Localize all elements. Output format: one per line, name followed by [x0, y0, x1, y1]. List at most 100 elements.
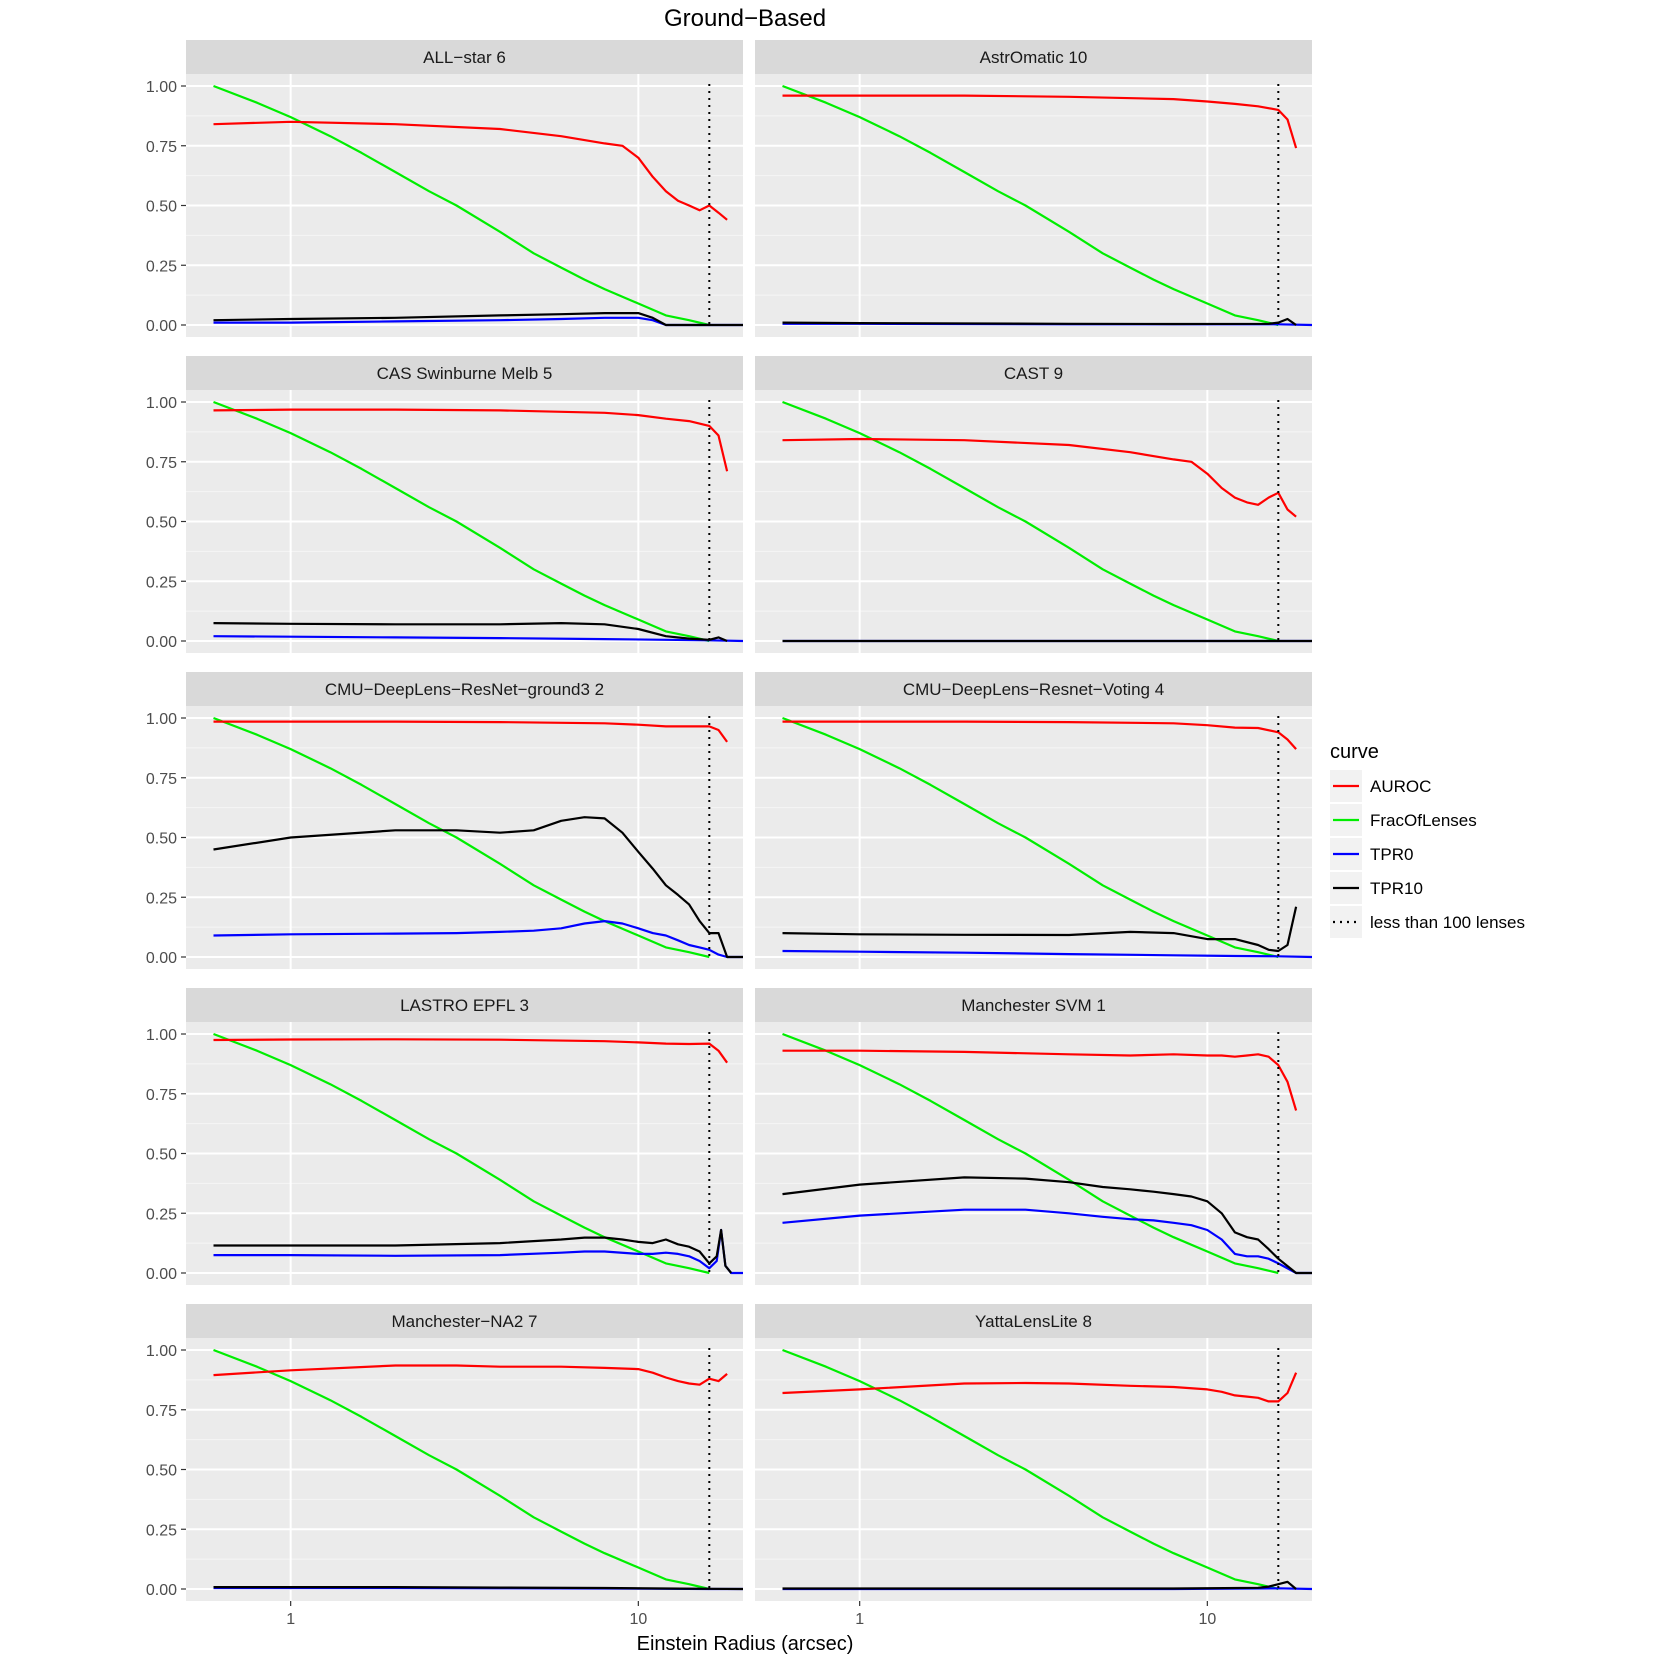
y-tick-label: 1.00: [146, 395, 177, 412]
series-line-tpr10: [782, 317, 1297, 326]
panel-title: YattaLensLite 8: [975, 1312, 1092, 1331]
series-line-auroc: [782, 1372, 1298, 1403]
series-line-tpr10: [782, 906, 1298, 953]
series-line-tpr0: [782, 949, 1313, 959]
x-tick-label: 1: [286, 1611, 295, 1628]
y-tick-label: 0.50: [146, 831, 177, 848]
y-tick-label: 0.75: [146, 455, 177, 472]
panel-title: Manchester SVM 1: [961, 996, 1106, 1015]
panel-cmu-deeplens-resnet-voting-4: CMU−DeepLens−Resnet−Voting 4: [755, 672, 1313, 969]
panel-strip: [186, 988, 743, 1022]
legend-entry-tpr10: TPR10: [1330, 872, 1423, 904]
series-line-fracoflenses: [213, 1348, 710, 1591]
panel-lastro-epfl-3: LASTRO EPFL 3 0.00 0.25 0.50 0.75 1.00: [146, 988, 743, 1285]
y-tick-label: 0.50: [146, 515, 177, 532]
series-line-tpr10: [213, 816, 743, 959]
series-line-tpr0: [782, 1208, 1312, 1275]
series-line-tpr0: [213, 919, 743, 959]
y-tick-label: 1.00: [146, 79, 177, 96]
panel-title: CMU−DeepLens−ResNet−ground3 2: [325, 680, 604, 699]
legend-entry-less-than-100-lenses: less than 100 lenses: [1330, 906, 1525, 938]
y-tick-label: 0.50: [146, 199, 177, 216]
panel-cmu-deeplens-resnet-ground3-2: CMU−DeepLens−ResNet−ground3 2 0.00 0.25 0.5…: [146, 672, 743, 969]
panel-cas-swinburne-melb-5: CAS Swinburne Melb 5 0.00 0.25 0.50 0.75 1.00: [146, 356, 744, 653]
x-tick-label: 1: [855, 1611, 864, 1628]
panel-strip: [755, 40, 1312, 74]
series-line-fracoflenses: [782, 400, 1279, 643]
series-line-auroc: [782, 437, 1297, 518]
series-line-fracoflenses: [213, 84, 710, 327]
series-line-tpr10: [213, 621, 728, 643]
panel-title: ALL−star 6: [423, 48, 506, 67]
series-line-fracoflenses: [782, 1032, 1279, 1275]
legend-entry-auroc: AUROC: [1330, 770, 1431, 802]
series-line-auroc: [782, 720, 1297, 750]
x-axis-layer: 1 10 1 10: [286, 1601, 1216, 1628]
series-line-tpr10: [782, 1176, 1312, 1275]
y-tick-label: 0.25: [146, 574, 177, 591]
legend-label: FracOfLenses: [1370, 811, 1477, 830]
series-line-auroc: [213, 720, 728, 743]
y-tick-label: 0.75: [146, 1087, 177, 1104]
y-tick-label: 1.00: [146, 711, 177, 728]
y-tick-label: 0.50: [146, 1147, 177, 1164]
panel-astromatic-10: AstrOmatic 10: [755, 40, 1313, 337]
series-line-auroc: [213, 408, 729, 472]
panel-title: Manchester−NA2 7: [392, 1312, 538, 1331]
series-line-tpr10: [213, 1228, 733, 1274]
legend-label: AUROC: [1370, 777, 1431, 796]
series-line-fracoflenses: [213, 716, 710, 959]
legend-entry-fracoflenses: FracOfLenses: [1330, 804, 1477, 836]
y-tick-label: 0.50: [146, 1463, 177, 1480]
legend-key-background: [1330, 906, 1362, 938]
series-line-tpr10: [782, 1580, 1297, 1590]
chart-title: Ground−Based: [664, 5, 826, 32]
series-line-auroc: [782, 94, 1298, 149]
panel-title: CMU−DeepLens−Resnet−Voting 4: [903, 680, 1164, 699]
series-line-auroc: [213, 1038, 728, 1064]
panel-title: CAST 9: [1004, 364, 1063, 383]
panel-strip: [186, 1304, 743, 1338]
panel-strip: [186, 672, 743, 706]
y-tick-label: 0.00: [146, 1266, 177, 1283]
series-line-fracoflenses: [213, 400, 710, 643]
legend-label: TPR10: [1370, 879, 1423, 898]
y-tick-label: 0.75: [146, 139, 177, 156]
series-line-auroc: [782, 1049, 1298, 1111]
series-line-auroc: [213, 120, 728, 221]
panel-all-star-6: ALL−star 6 0.00 0.25 0.50 0.75 1.00: [146, 40, 743, 337]
x-tick-label: 10: [629, 1611, 647, 1628]
panel-strip: [755, 988, 1312, 1022]
series-line-fracoflenses: [213, 1032, 710, 1275]
panel-strip: [755, 672, 1312, 706]
panel-strip: [186, 356, 743, 390]
panel-yattalenslite-8: YattaLensLite 8: [755, 1304, 1313, 1601]
series-line-auroc: [213, 1364, 728, 1386]
series-line-fracoflenses: [782, 1348, 1279, 1591]
y-tick-label: 1.00: [146, 1343, 177, 1360]
legend: curve AUROC FracOfLenses TPR0 TPR10 less tha…: [1330, 741, 1525, 938]
legend-label: TPR0: [1370, 845, 1413, 864]
y-tick-label: 0.25: [146, 1522, 177, 1539]
series-line-tpr10: [213, 312, 743, 327]
y-tick-label: 1.00: [146, 1027, 177, 1044]
y-tick-label: 0.00: [146, 634, 177, 651]
panel-strip: [755, 356, 1312, 390]
x-tick-label: 10: [1198, 1611, 1216, 1628]
panel-title: AstrOmatic 10: [980, 48, 1088, 67]
panel-title: CAS Swinburne Melb 5: [377, 364, 553, 383]
legend-title: curve: [1330, 741, 1379, 763]
y-tick-label: 0.00: [146, 1582, 177, 1599]
y-tick-label: 0.00: [146, 318, 177, 335]
y-tick-label: 0.25: [146, 258, 177, 275]
y-tick-label: 0.75: [146, 771, 177, 788]
y-tick-label: 0.75: [146, 1403, 177, 1420]
panel-strip: [755, 1304, 1312, 1338]
series-line-tpr10: [213, 1585, 744, 1591]
panel-strip: [186, 40, 743, 74]
legend-entry-tpr0: TPR0: [1330, 838, 1413, 870]
legend-label: less than 100 lenses: [1370, 913, 1525, 932]
panel-manchester-na2-7: Manchester−NA2 7 0.00 0.25 0.50 0.75 1.00: [146, 1304, 744, 1601]
panel-title: LASTRO EPFL 3: [400, 996, 529, 1015]
